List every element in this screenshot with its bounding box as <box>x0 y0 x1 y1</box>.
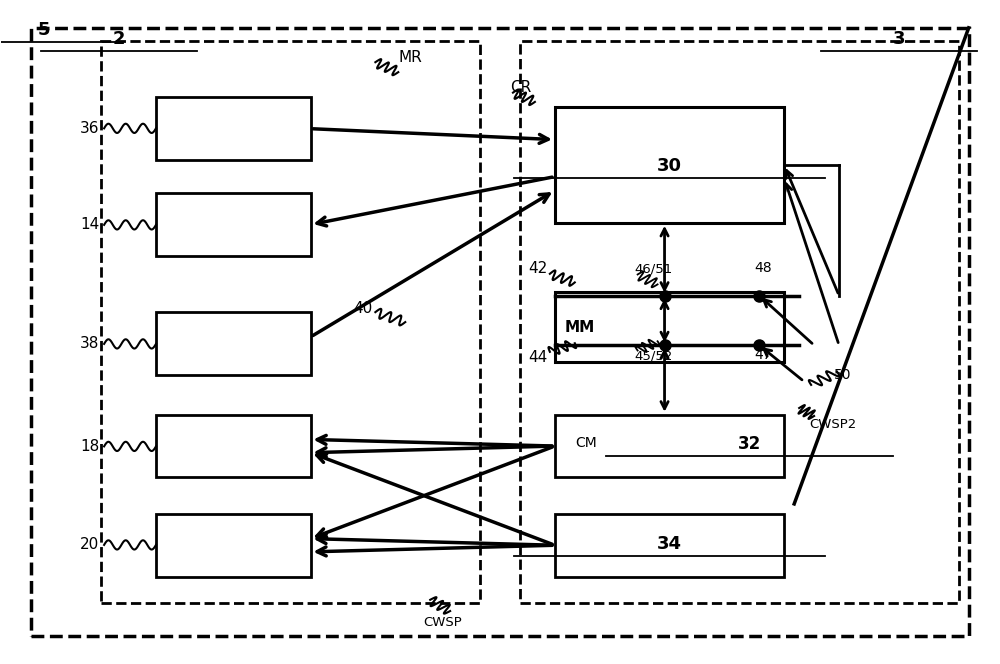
Text: 20: 20 <box>80 537 99 552</box>
Text: 45/52: 45/52 <box>635 350 673 363</box>
Text: 32: 32 <box>738 435 761 453</box>
Bar <box>101 41 480 603</box>
Bar <box>156 312 311 375</box>
Text: CWSP2: CWSP2 <box>809 418 856 431</box>
Bar <box>555 107 784 223</box>
Bar <box>520 41 959 603</box>
Text: 46/51: 46/51 <box>635 263 673 276</box>
Text: MR: MR <box>398 50 422 65</box>
Text: 34: 34 <box>657 535 682 553</box>
Bar <box>156 193 311 256</box>
Bar <box>555 514 784 576</box>
Text: 42: 42 <box>529 261 548 276</box>
Text: CR: CR <box>510 80 531 95</box>
Text: 36: 36 <box>80 121 99 136</box>
Text: CM: CM <box>575 436 597 450</box>
Text: 3: 3 <box>893 30 905 48</box>
Bar <box>555 292 784 362</box>
Bar <box>555 414 784 477</box>
Text: 18: 18 <box>80 439 99 454</box>
Text: 50: 50 <box>834 368 852 382</box>
Text: 5: 5 <box>38 21 51 39</box>
Bar <box>156 414 311 477</box>
Text: 14: 14 <box>80 217 99 232</box>
Text: 30: 30 <box>657 157 682 175</box>
Text: 48: 48 <box>754 261 772 275</box>
Bar <box>156 97 311 160</box>
Text: 40: 40 <box>353 301 372 316</box>
Text: 44: 44 <box>529 350 548 365</box>
Bar <box>156 514 311 576</box>
Text: MM: MM <box>565 319 595 335</box>
Text: 38: 38 <box>80 337 99 351</box>
Text: 47: 47 <box>754 348 772 362</box>
Text: 2: 2 <box>113 30 125 48</box>
Text: CWSP: CWSP <box>423 616 462 629</box>
